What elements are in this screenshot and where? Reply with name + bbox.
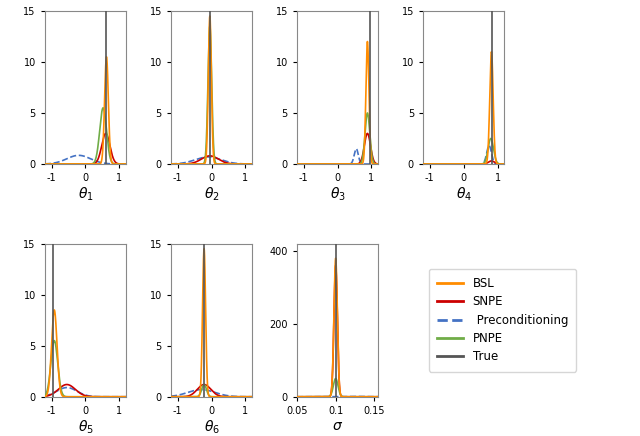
X-axis label: $\theta_6$: $\theta_6$	[204, 419, 220, 436]
X-axis label: $\theta_5$: $\theta_5$	[77, 419, 93, 436]
X-axis label: $\sigma$: $\sigma$	[332, 419, 343, 433]
X-axis label: $\theta_2$: $\theta_2$	[204, 186, 220, 203]
Legend: BSL, SNPE,  Preconditioning, PNPE, True: BSL, SNPE, Preconditioning, PNPE, True	[429, 269, 577, 371]
X-axis label: $\theta_4$: $\theta_4$	[456, 186, 472, 203]
X-axis label: $\theta_1$: $\theta_1$	[77, 186, 93, 203]
X-axis label: $\theta_3$: $\theta_3$	[330, 186, 346, 203]
